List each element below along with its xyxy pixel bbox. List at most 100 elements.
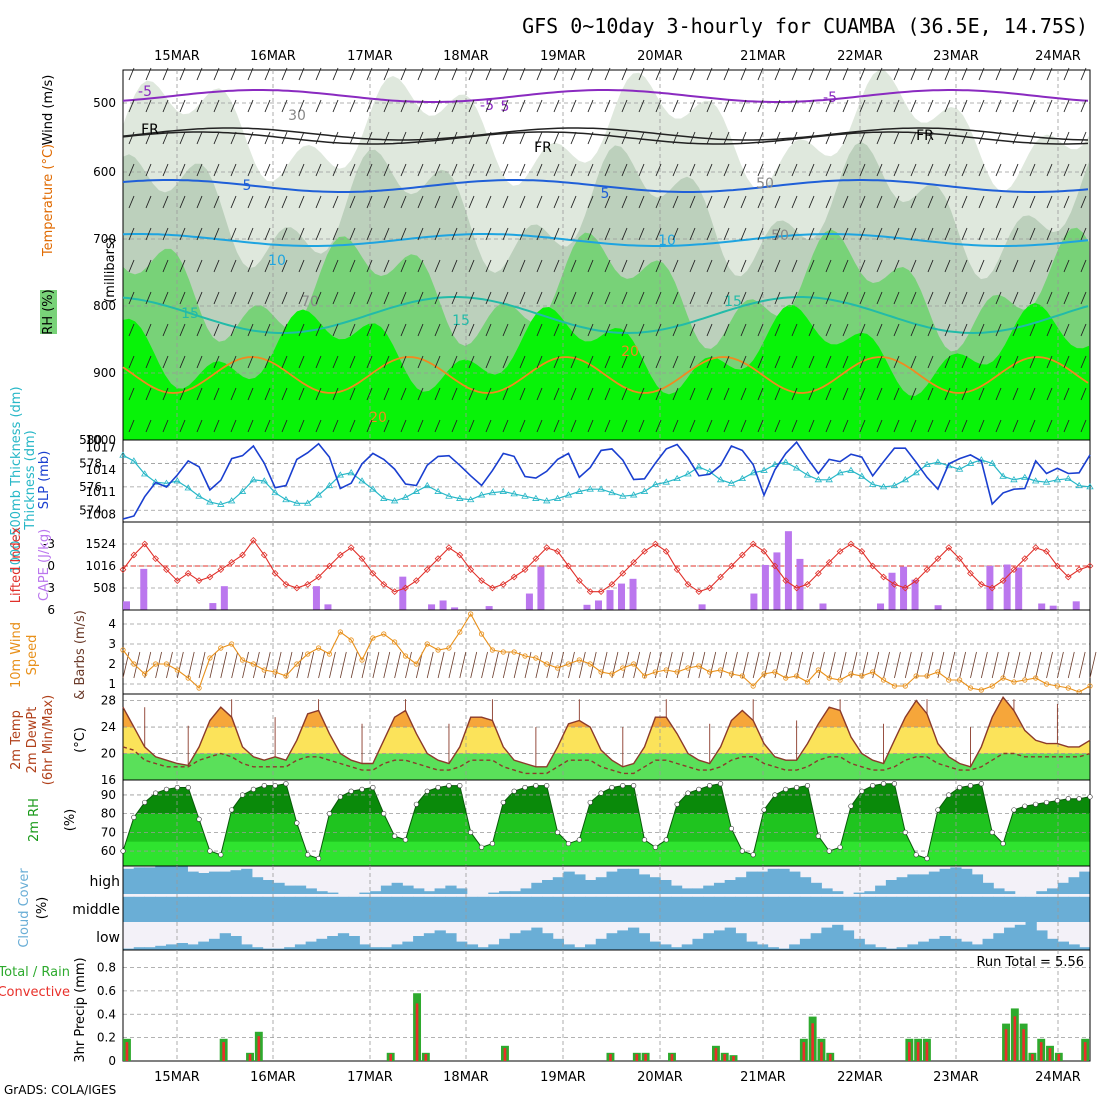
- wind-barb: [944, 131, 951, 145]
- wind-speed-point: [946, 677, 952, 683]
- slp-ylabel: SLP (mb): [37, 451, 52, 510]
- lifted-index-point: [554, 547, 562, 555]
- wind-barb: [893, 195, 900, 209]
- rh2m-point: [935, 807, 941, 813]
- wind-barb: [128, 99, 135, 113]
- rh2m-point: [837, 844, 843, 850]
- wind-barb-10m: [481, 651, 488, 679]
- run-total: Run Total = 5.56: [976, 955, 1084, 970]
- temp-ylabel-unit: (°C): [73, 727, 88, 753]
- lifted-index-point: [239, 551, 246, 559]
- wind-barb: [825, 323, 832, 337]
- wind-barb: [621, 259, 628, 273]
- lifted-index-point: [304, 580, 312, 588]
- wind-barb: [706, 227, 713, 241]
- lifted-index-point: [608, 580, 616, 588]
- wind-barb-10m: [437, 651, 445, 679]
- wind-barb: [740, 355, 747, 369]
- lifted-index-point: [1075, 566, 1083, 574]
- wind-speed-point: [826, 675, 832, 681]
- thickness-point: [206, 498, 214, 505]
- wind-barb: [128, 67, 135, 81]
- wind-barb: [383, 323, 390, 337]
- thickness-point: [966, 459, 975, 466]
- rh2m-tick: 90: [101, 788, 116, 802]
- wind-barb: [655, 163, 662, 177]
- cloud-middle-bar: [939, 896, 951, 922]
- wind-barb: [468, 387, 475, 401]
- wind-barb: [519, 227, 526, 241]
- wind-barb: [655, 291, 662, 305]
- wind-barb: [400, 195, 407, 209]
- wind-barb: [859, 259, 866, 273]
- wind-barb: [536, 131, 543, 145]
- cloud-middle-bar: [144, 896, 156, 922]
- date-label-bottom: 19MAR: [540, 1070, 586, 1085]
- cloud-middle-bar: [971, 896, 984, 922]
- wind-speed-point: [1000, 675, 1006, 681]
- wind-barb: [247, 291, 254, 305]
- cloud-middle-bar: [520, 896, 532, 922]
- wind-barb: [706, 195, 713, 209]
- wind-barb: [757, 227, 764, 241]
- rh2m-point: [576, 837, 582, 843]
- wind-barb: [434, 323, 441, 337]
- cloud-high-bar: [885, 880, 898, 894]
- lifted-index-point: [358, 555, 366, 563]
- wind-barb: [1063, 163, 1070, 177]
- cloud-middle-bar: [842, 896, 855, 922]
- wind-barb: [1012, 291, 1019, 305]
- wind-barb-10m: [383, 651, 391, 679]
- top-date-labels: 15MAR 16MAR 17MAR 18MAR 19MAR 20MAR 21MAR 22MAR…: [154, 49, 1081, 64]
- cloud-high-bar: [1079, 871, 1091, 894]
- lifted-index-point: [575, 577, 583, 585]
- wind-barb: [315, 131, 322, 145]
- wind-barb: [808, 323, 815, 337]
- thickness-point: [749, 469, 757, 476]
- cloud-low-bar: [724, 927, 736, 950]
- rh2m-point: [457, 783, 463, 789]
- lifted-index-point: [597, 588, 605, 596]
- pressure-tick: 800: [93, 299, 116, 313]
- wind-barb: [196, 99, 203, 113]
- wind-barb: [519, 259, 526, 273]
- wind-barb: [723, 259, 730, 273]
- wind-barb: [842, 195, 849, 209]
- wind-barb: [944, 419, 951, 433]
- cloud-middle-bar: [627, 896, 640, 922]
- wind-barb: [944, 163, 951, 177]
- cloud-low-bar: [477, 947, 489, 950]
- wind-speed-point: [468, 611, 474, 617]
- cloud-high-bar: [187, 871, 199, 894]
- cloud-low-bar: [918, 941, 930, 950]
- wind-barb-10m: [948, 651, 956, 679]
- cloud-middle-bar: [681, 896, 693, 922]
- wind-barb: [1063, 323, 1070, 337]
- wind-barb: [757, 163, 764, 177]
- precip-conv-bar: [1057, 1054, 1061, 1061]
- wind-speed-point: [1033, 675, 1039, 681]
- wind-barb-10m: [405, 651, 412, 679]
- wind-barb: [604, 355, 611, 369]
- wind-barb-10m: [959, 651, 967, 679]
- cloud-middle-bar: [660, 896, 672, 922]
- thickness-point: [847, 466, 855, 473]
- cloud-high-bar: [251, 877, 264, 894]
- lifted-index-point: [945, 544, 953, 552]
- wind-barb-10m: [1035, 651, 1043, 679]
- cloud-low-bar: [219, 933, 231, 950]
- wind-barb-10m: [198, 651, 206, 679]
- wind-barb: [859, 131, 866, 145]
- isotherm-15: [122, 296, 1089, 335]
- contour-label: -5: [823, 90, 837, 106]
- wind-barb: [621, 355, 628, 369]
- wind-barb: [485, 387, 492, 401]
- wind-barb: [706, 259, 713, 273]
- cloud-middle-bar: [821, 896, 833, 922]
- wind-barb: [876, 323, 883, 337]
- wind-barb: [995, 355, 1002, 369]
- wind-speed-point: [229, 641, 235, 647]
- wind-barb: [315, 163, 322, 177]
- wind-barb: [434, 195, 441, 209]
